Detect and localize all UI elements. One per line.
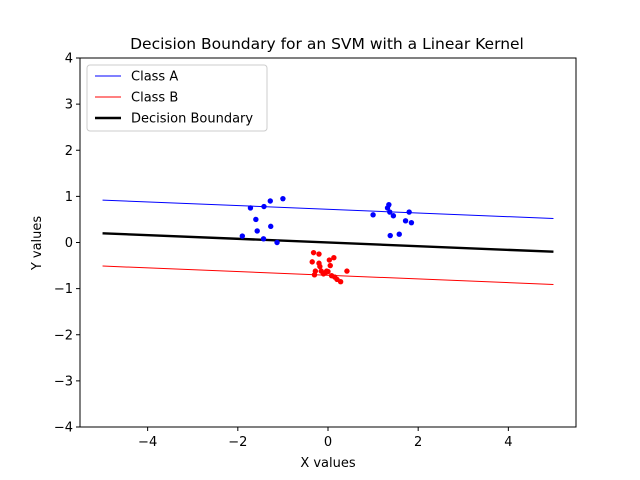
class-a-point bbox=[370, 212, 376, 218]
class-b-point bbox=[317, 263, 323, 270]
class-b-point bbox=[327, 262, 333, 269]
legend-label-class-a: Class A bbox=[131, 70, 178, 85]
class-a-line bbox=[102, 199, 554, 220]
class-a-point bbox=[261, 203, 267, 210]
class-a-point bbox=[260, 236, 267, 242]
y-tick-label: 1 bbox=[65, 190, 73, 205]
class-b-point bbox=[344, 268, 350, 274]
y-tick-label: −3 bbox=[54, 374, 73, 389]
class-a-point bbox=[402, 218, 409, 224]
y-tick-label: −2 bbox=[54, 328, 73, 343]
class-b-point bbox=[325, 268, 331, 275]
x-tick-label: 2 bbox=[414, 435, 422, 450]
class-a-point bbox=[280, 195, 286, 202]
y-tick-label: 4 bbox=[65, 52, 73, 67]
y-tick-label: 3 bbox=[65, 98, 73, 113]
class-a-point bbox=[387, 232, 393, 239]
legend-box bbox=[86, 64, 268, 132]
class-a-point bbox=[387, 209, 393, 215]
decision-boundary-line bbox=[102, 232, 554, 253]
class-b-point bbox=[310, 249, 317, 256]
legend: Class A Class B Decision Boundary bbox=[86, 64, 268, 132]
data-layer bbox=[102, 195, 554, 285]
y-axis: −4 −3 −2 −1 0 1 2 3 4 bbox=[54, 52, 80, 436]
legend-label-decision-boundary: Decision Boundary bbox=[131, 112, 253, 127]
class-a-point bbox=[254, 228, 260, 234]
class-a-point bbox=[239, 233, 246, 239]
class-a-point bbox=[247, 205, 254, 211]
class-a-point bbox=[267, 198, 273, 204]
class-a-point bbox=[274, 239, 280, 246]
class-a-point bbox=[396, 231, 402, 237]
class-b-point bbox=[337, 279, 344, 285]
class-a-point bbox=[390, 213, 397, 219]
class-a-point bbox=[406, 209, 412, 215]
class-a-point bbox=[408, 219, 415, 226]
y-axis-label: Y values bbox=[30, 216, 45, 272]
y-tick-label: 0 bbox=[65, 236, 73, 251]
y-tick-label: 2 bbox=[65, 144, 73, 159]
class-b-point bbox=[326, 257, 333, 263]
chart-title: Decision Boundary for an SVM with a Line… bbox=[130, 35, 524, 53]
class-b-point bbox=[311, 272, 318, 278]
y-tick-label: −1 bbox=[54, 282, 73, 297]
class-a-point bbox=[268, 223, 274, 230]
class-a-point bbox=[386, 201, 392, 208]
class-a-point bbox=[253, 216, 259, 223]
class-b-point bbox=[309, 259, 315, 265]
class-b-point bbox=[331, 255, 337, 261]
x-axis-label: X values bbox=[300, 456, 356, 471]
class-b-point bbox=[316, 251, 322, 257]
x-tick-label: 0 bbox=[324, 435, 332, 450]
x-axis: −4 −2 0 2 4 bbox=[138, 427, 513, 450]
x-tick-label: 4 bbox=[504, 435, 512, 450]
x-tick-label: −4 bbox=[138, 435, 157, 450]
legend-label-class-b: Class B bbox=[131, 91, 178, 106]
x-tick-label: −2 bbox=[228, 435, 247, 450]
class-b-line bbox=[102, 265, 554, 285]
y-tick-label: −4 bbox=[54, 421, 73, 436]
